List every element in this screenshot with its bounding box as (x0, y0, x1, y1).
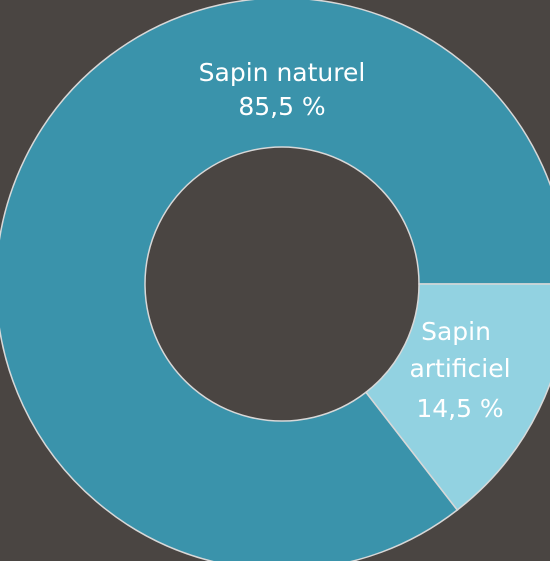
donut-slice (364, 283, 550, 512)
slice-label-line: artificiel (409, 354, 510, 383)
value-label: 85,5 % (238, 92, 325, 121)
slice-label: Sapin artificiel (409, 317, 510, 383)
slice-label-line: Sapin (421, 317, 499, 346)
value-label: 14,5 % (416, 394, 503, 423)
slice-label: Sapin naturel (199, 58, 366, 87)
